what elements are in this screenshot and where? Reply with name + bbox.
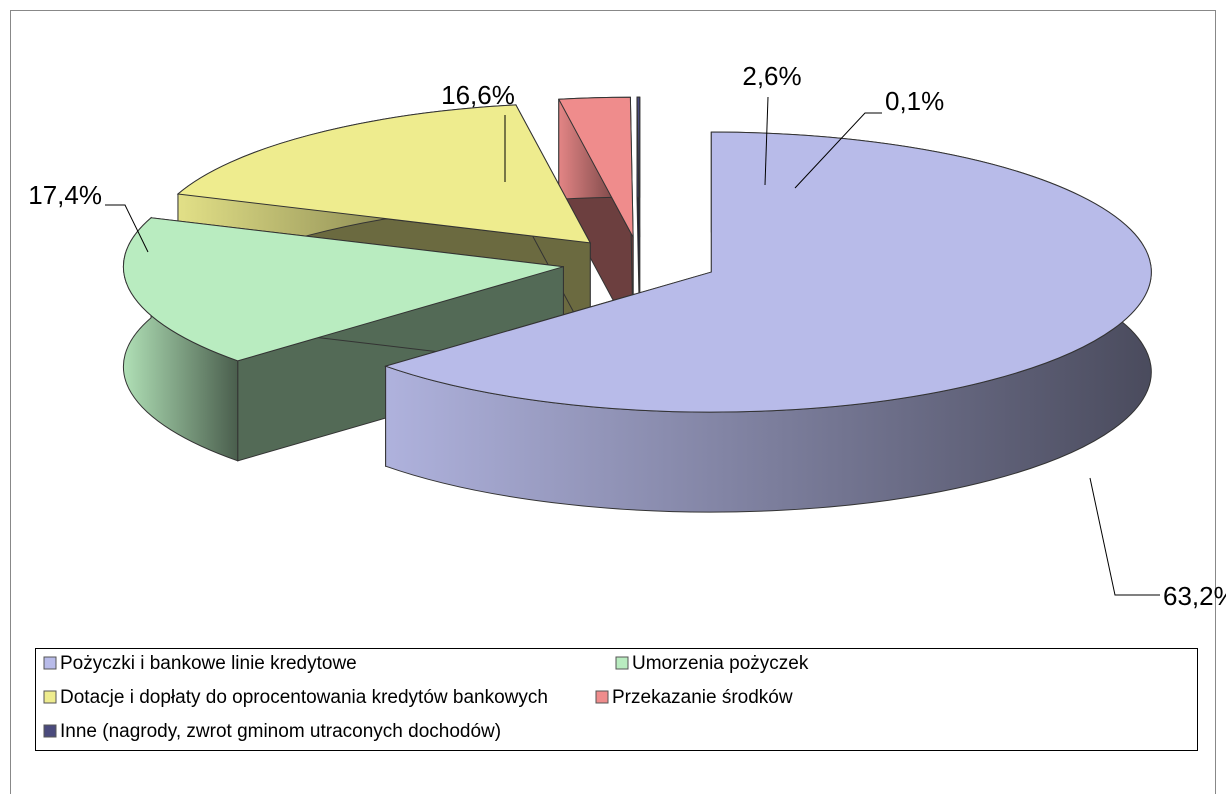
data-label: 0,1%: [885, 86, 944, 116]
slice-top: [557, 96, 634, 238]
leader-line: [794, 112, 882, 189]
data-label: 2,6%: [742, 61, 801, 91]
legend-label: Umorzenia pożyczek: [632, 653, 809, 674]
data-label: 17,4%: [28, 180, 102, 210]
labels: 63,2% 17,4% 16,6% 2,6% 0,1%: [28, 61, 1226, 611]
leader-line: [105, 204, 149, 253]
leader-line: [764, 96, 769, 186]
slice-top: [636, 96, 641, 238]
slice: [557, 96, 634, 338]
slice-top: [176, 104, 592, 244]
slice: [383, 131, 1152, 513]
leader-line: [1089, 477, 1160, 596]
legend-label: Pożyczki i bankowe linie kredytowe: [60, 653, 357, 674]
legend-swatch: [43, 690, 57, 704]
legend-entries: Pożyczki i bankowe linie kredytowe Umorze…: [43, 653, 809, 742]
legend-swatch: [43, 724, 57, 738]
legend-swatch: [595, 690, 609, 704]
legend-label: Inne (nagrody, zwrot gminom utraconych d…: [60, 721, 501, 742]
legend-swatch: [43, 656, 57, 670]
data-label: 16,6%: [441, 80, 515, 110]
data-label: 63,2%: [1163, 581, 1226, 611]
legend-label: Dotacje i dopłaty do oprocentowania kred…: [60, 687, 548, 708]
legend-label: Przekazanie środków: [612, 687, 793, 708]
pie: [122, 96, 1152, 513]
legend-swatch: [615, 656, 629, 670]
slice-top: [383, 131, 1152, 413]
slice: [636, 96, 641, 338]
slice-top: [122, 217, 564, 362]
